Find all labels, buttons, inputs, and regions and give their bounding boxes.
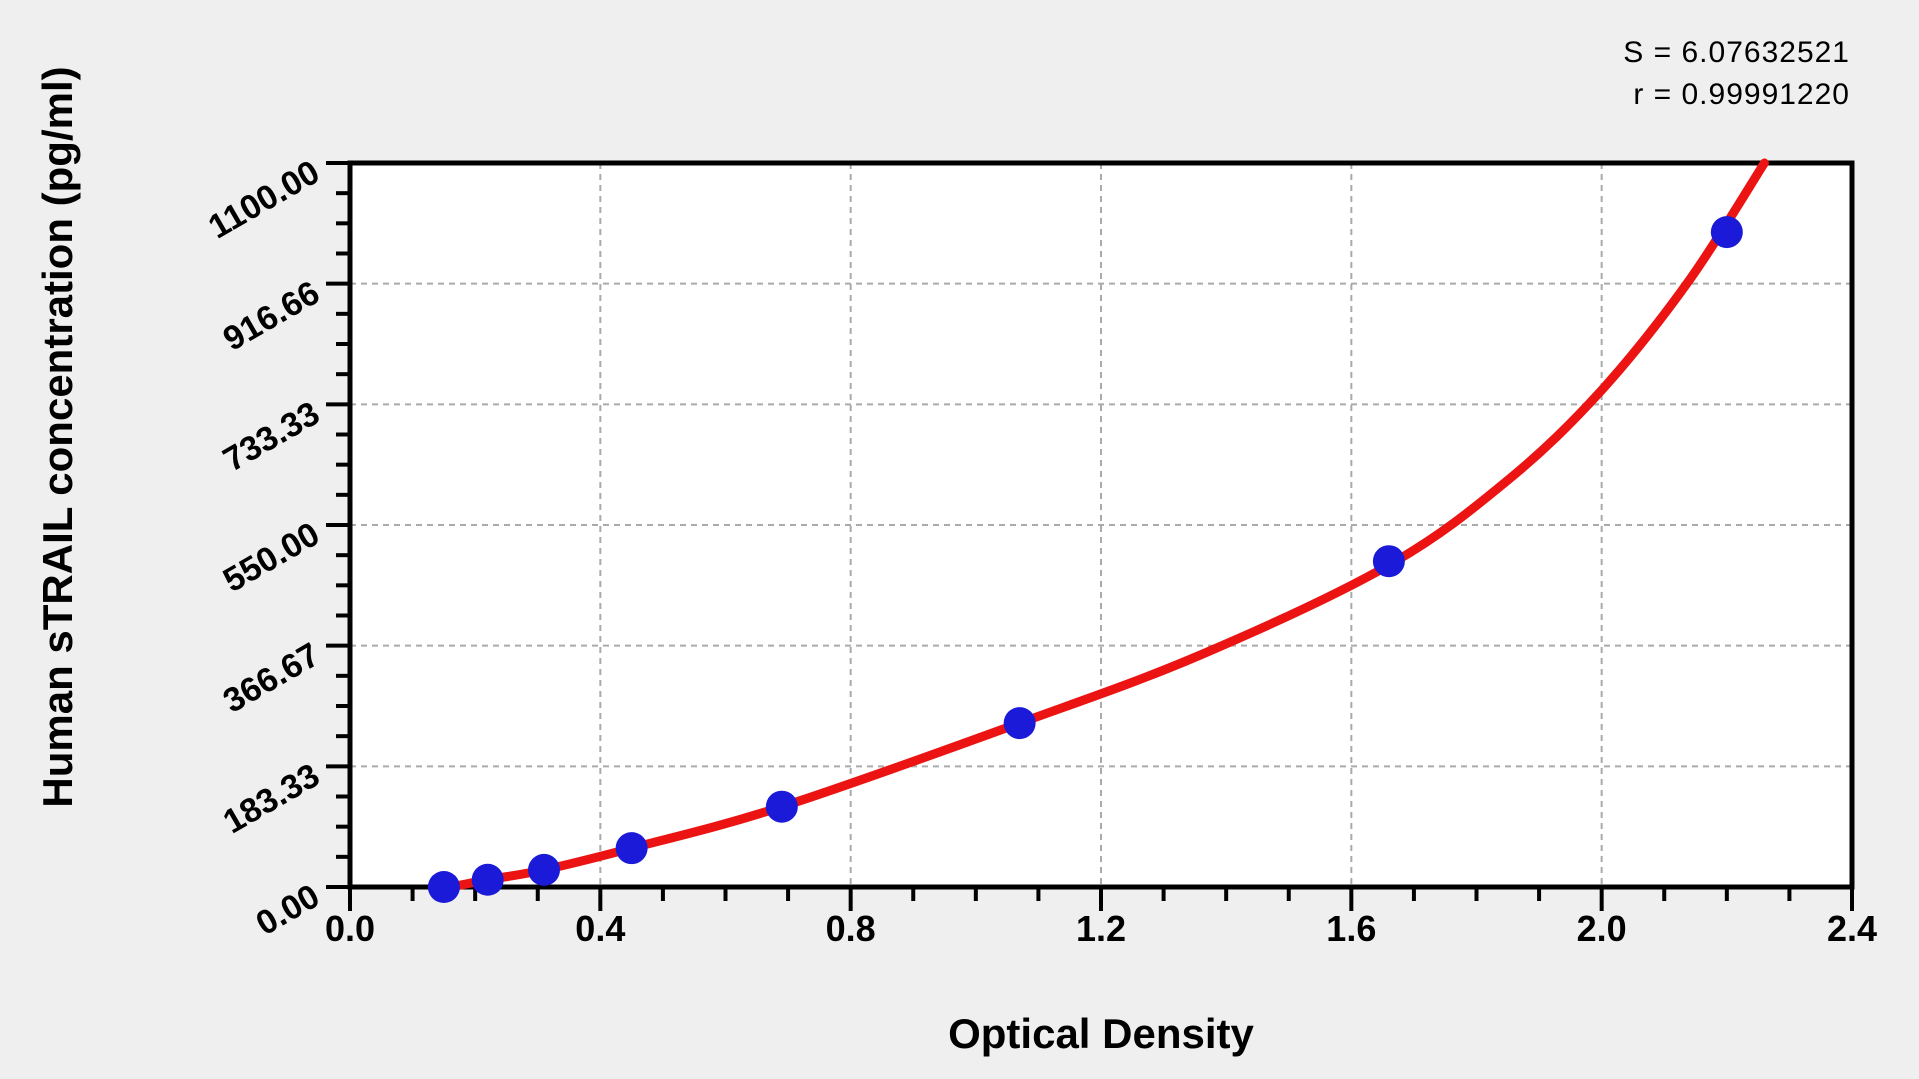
y-tick-label: 733.33 — [217, 394, 326, 479]
data-point — [1372, 545, 1405, 578]
data-point — [427, 871, 460, 903]
y-tick-label: 183.33 — [217, 756, 326, 841]
data-series — [427, 158, 1769, 903]
data-point — [1003, 707, 1036, 740]
x-axis-title: Optical Density — [948, 1010, 1254, 1057]
x-tick-label: 1.2 — [1076, 908, 1126, 949]
y-tick-label: 0.00 — [250, 877, 326, 943]
data-point — [528, 853, 561, 886]
data-point — [765, 790, 798, 823]
annotation-r-value: r = 0.99991220 — [1633, 78, 1850, 111]
x-tick-label: 0.0 — [325, 908, 375, 949]
x-tick-label: 1.6 — [1326, 908, 1376, 949]
axis-ticks — [326, 161, 1854, 911]
x-tick-label: 0.4 — [575, 908, 625, 949]
data-point — [471, 863, 504, 896]
fit-curve-line — [433, 158, 1769, 895]
y-tick-label: 1100.00 — [202, 153, 326, 246]
gridlines — [350, 163, 1852, 887]
data-point — [1710, 216, 1743, 249]
x-tick-label: 0.8 — [826, 908, 876, 949]
y-tick-label: 366.67 — [217, 636, 326, 721]
x-tick-label: 2.4 — [1827, 908, 1877, 949]
annotation-s-value: S = 6.07632521 — [1623, 36, 1850, 69]
data-point — [615, 832, 648, 865]
y-tick-label: 550.00 — [217, 515, 326, 600]
y-tick-label: 916.66 — [217, 274, 326, 359]
y-axis-title: Human sTRAIL concentration (pg/ml) — [34, 66, 81, 807]
x-tick-label: 2.0 — [1577, 908, 1627, 949]
